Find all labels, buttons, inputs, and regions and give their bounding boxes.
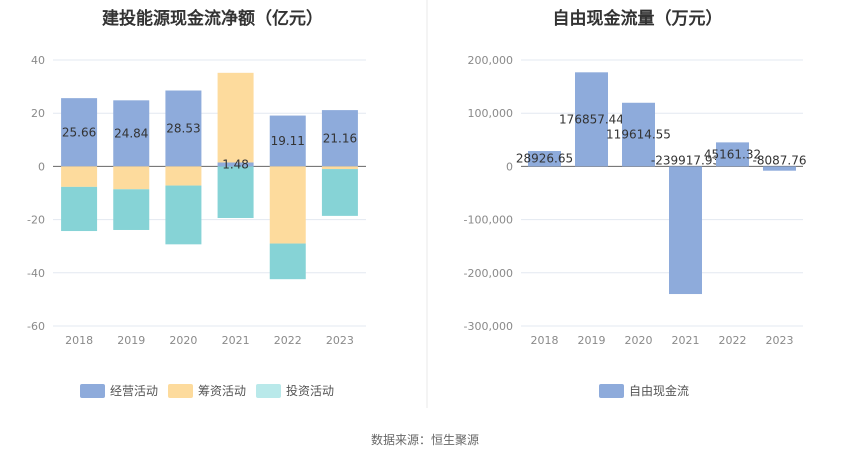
bar-investing-2019 (113, 189, 150, 230)
right-chart-title: 自由现金流量（万元） (552, 9, 723, 29)
bar-fcf-2021 (669, 166, 702, 295)
data-label: 24.84 (114, 126, 148, 140)
bar-investing-2023 (321, 169, 358, 216)
legend-swatch-operating (80, 384, 105, 398)
y-tick-label: -100,000 (464, 214, 513, 227)
bar-financing-2022 (269, 166, 306, 244)
data-label: 1.48 (222, 157, 249, 171)
y-tick-label: -300,000 (464, 320, 513, 333)
data-label: -8087.76 (753, 153, 807, 167)
y-tick-label: 0 (38, 160, 45, 173)
y-tick-label: 0 (506, 160, 513, 173)
data-label: 25.66 (62, 125, 96, 139)
x-tick-label: 2020 (625, 334, 653, 347)
legend-swatch-fcf (599, 384, 624, 398)
bar-operating-2018 (61, 98, 98, 167)
bar-operating-2020 (165, 90, 202, 167)
bar-investing-2020 (165, 185, 202, 245)
left-chart-title: 建投能源现金流净额（亿元） (102, 9, 323, 29)
y-tick-label: -40 (27, 267, 45, 280)
bar-investing-2021 (217, 166, 254, 219)
bar-operating-2019 (113, 100, 150, 167)
bar-financing-2021 (217, 72, 254, 163)
bar-operating-2023 (321, 110, 358, 167)
data-label: -239917.93 (651, 153, 720, 167)
y-tick-label: 200,000 (468, 54, 514, 67)
x-tick-label: 2020 (169, 334, 197, 347)
legend-label: 自由现金流 (629, 383, 689, 398)
x-tick-label: 2023 (326, 334, 354, 347)
data-label: 28.53 (166, 121, 200, 135)
bar-financing-2020 (165, 166, 202, 186)
bar-fcf-2023 (763, 166, 796, 171)
bar-operating-2021 (217, 162, 254, 167)
bar-operating-2022 (269, 115, 306, 167)
y-tick-label: 100,000 (468, 107, 514, 120)
bar-investing-2022 (269, 243, 306, 280)
free-cash-flow-chart: -300,000 -200,000 -100,000 0 100,000 200,000 2… (464, 54, 807, 398)
legend-swatch-financing (168, 384, 193, 398)
y-tick-label: -60 (27, 320, 45, 333)
bar-fcf-2020 (622, 102, 655, 167)
x-tick-label: 2022 (719, 334, 747, 347)
bar-financing-2019 (113, 166, 150, 190)
bar-fcf-2022 (716, 142, 749, 167)
y-tick-label: -20 (27, 214, 45, 227)
legend-label: 筹资活动 (198, 384, 246, 398)
x-tick-label: 2022 (274, 334, 302, 347)
y-tick-label: 40 (31, 54, 45, 67)
legend-label: 经营活动 (110, 384, 158, 398)
data-label: 21.16 (323, 131, 357, 145)
y-tick-label: -200,000 (464, 267, 513, 280)
data-label: 19.11 (271, 134, 305, 148)
cash-flow-net-chart: -60 -40 -20 0 20 40 2018 25.66 2019 24.84 2020 28.5… (27, 54, 366, 398)
charts-canvas: -60 -40 -20 0 20 40 2018 25.66 2019 24.84 2020 28.5… (27, 0, 807, 408)
bar-financing-2018 (61, 166, 98, 187)
x-tick-label: 2018 (531, 334, 559, 347)
legend-swatch-investing (256, 384, 281, 398)
legend-label: 投资活动 (286, 383, 334, 398)
data-label: 176857.44 (559, 112, 624, 126)
bar-financing-2023 (321, 166, 358, 170)
x-tick-label: 2019 (117, 334, 145, 347)
data-label: 119614.55 (606, 128, 671, 142)
data-label: 28926.65 (516, 152, 573, 166)
data-label: 45161.32 (704, 147, 761, 161)
y-tick-label: 20 (31, 107, 45, 120)
x-tick-label: 2021 (222, 334, 250, 347)
data-source-note: 数据来源：恒生聚源 (370, 433, 479, 447)
bar-investing-2018 (61, 186, 98, 232)
bar-fcf-2019 (575, 72, 608, 167)
x-tick-label: 2018 (65, 334, 93, 347)
x-tick-label: 2023 (766, 334, 794, 347)
x-tick-label: 2021 (672, 334, 700, 347)
bar-fcf-2018 (528, 151, 561, 167)
x-tick-label: 2019 (578, 334, 606, 347)
